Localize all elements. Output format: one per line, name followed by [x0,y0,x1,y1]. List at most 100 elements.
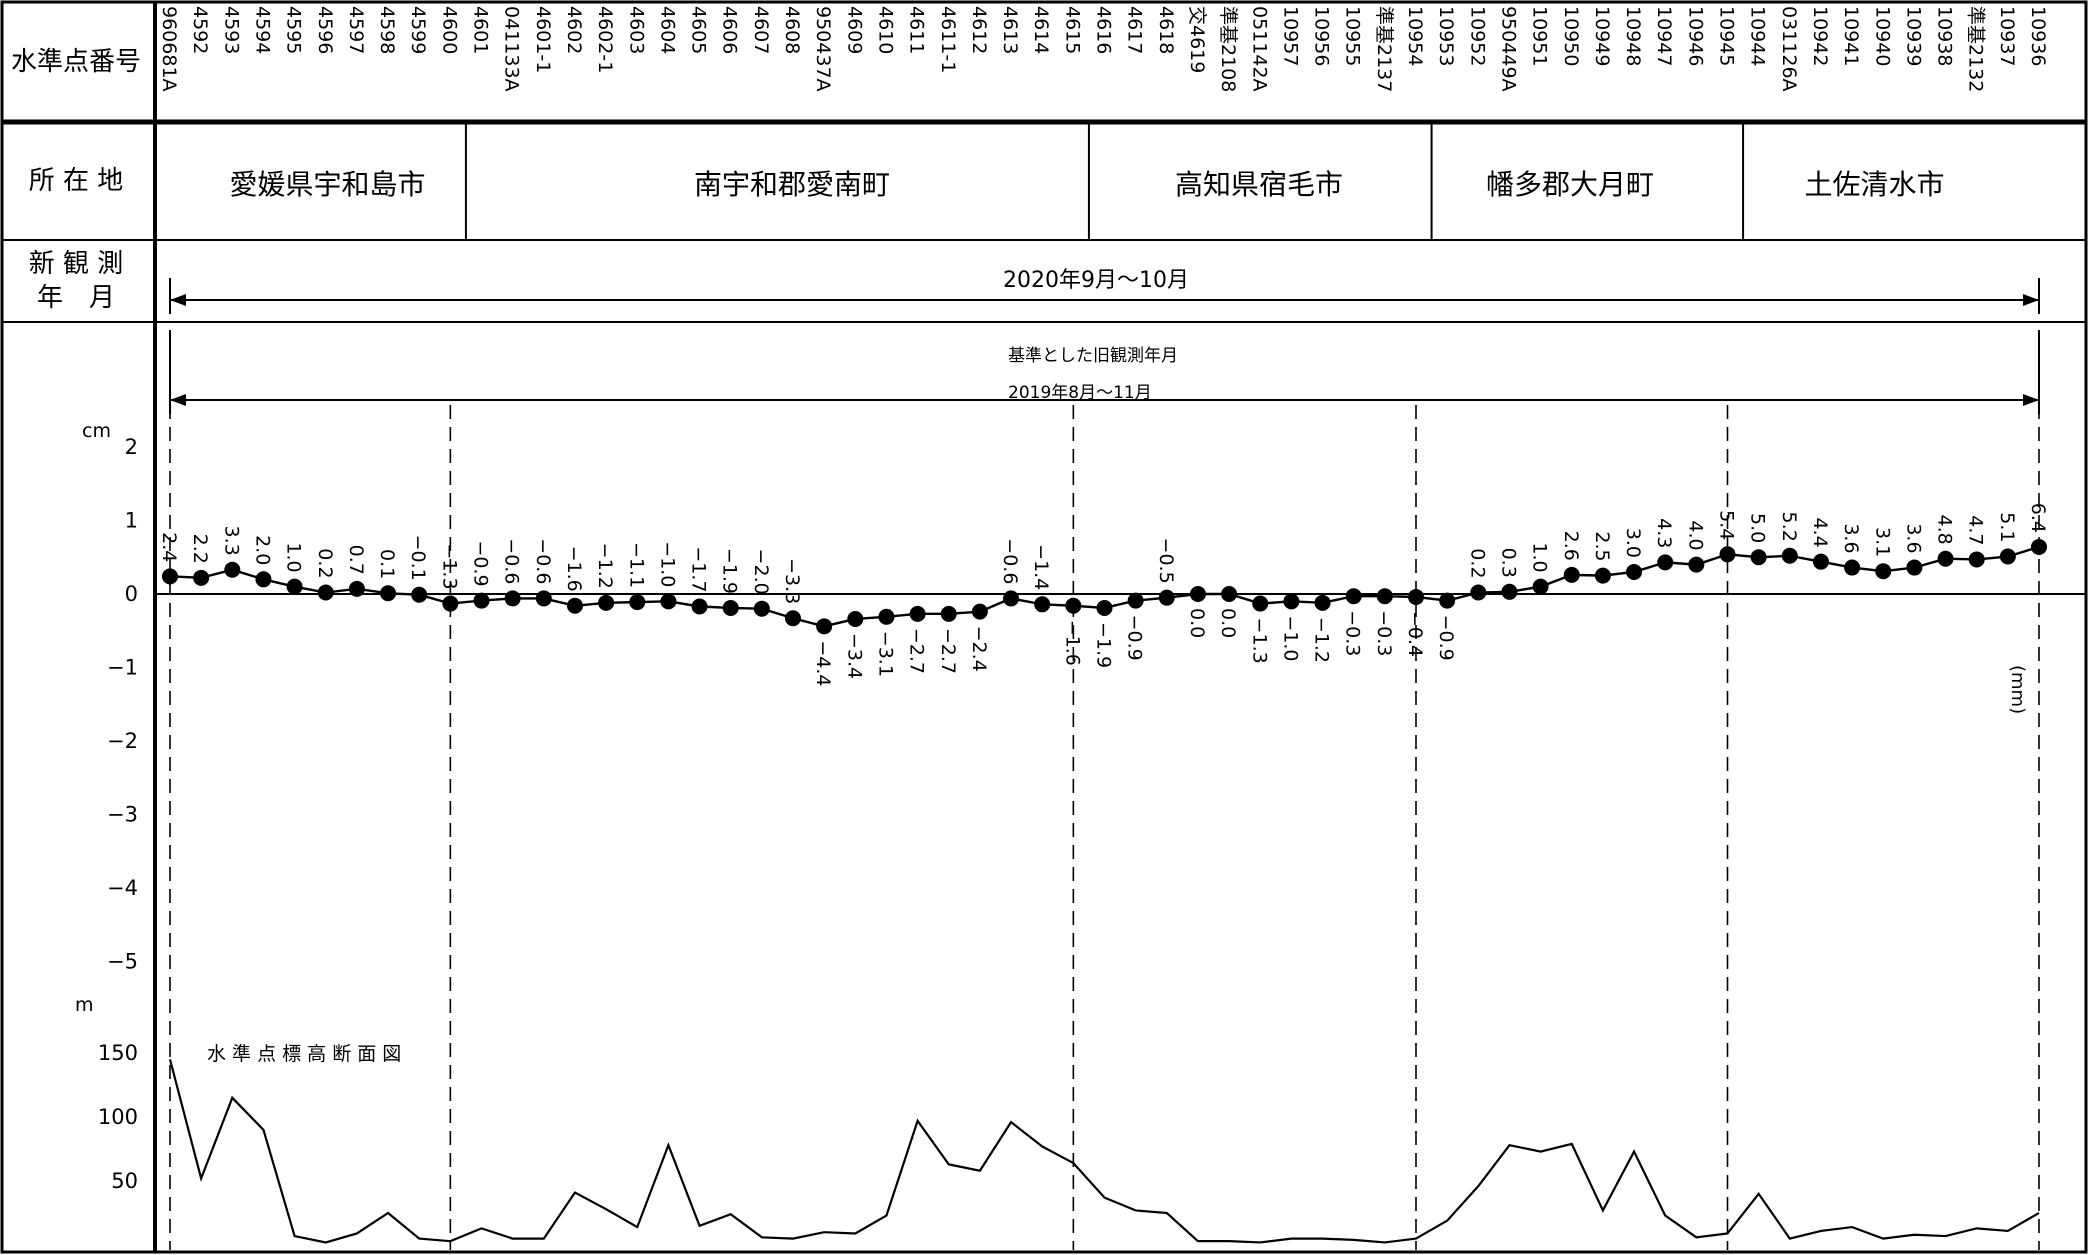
displacement-point [598,594,615,611]
displacement-point [1875,563,1892,580]
station-label: 10953 [1435,6,1457,66]
value-label: −1.6 [563,546,585,592]
region-uwajima: 愛媛県宇和島市 [229,168,426,201]
elevation-line [168,1059,2040,1244]
station-label: 10944 [1747,6,1769,66]
displacement-point [785,610,801,627]
value-label: −1.0 [656,541,678,587]
displacement-point [629,594,646,611]
y-tick-label: 0 [125,582,138,606]
value-label: −1.9 [1093,622,1115,668]
elevation-tick-label: 100 [98,1105,138,1129]
region-ainan: 南宇和郡愛南町 [693,168,890,201]
station-label: 4600 [438,6,460,54]
station-label: 10950 [1560,6,1582,66]
displacement-point [1719,546,1736,563]
value-label: 5.0 [1747,513,1769,543]
value-label: −0.3 [1373,610,1395,656]
displacement-point [162,568,178,585]
value-label: 2.6 [1560,531,1582,561]
y-tick-label: 2 [125,435,138,459]
station-label: 4604 [656,6,678,54]
value-label: −0.9 [470,540,492,586]
value-label: −1.3 [438,543,460,589]
value-label: 1.0 [283,542,305,572]
displacement-point [1937,550,1954,567]
displacement-point [348,580,365,597]
station-label: 10938 [1934,6,1956,66]
old-observation-period: 2019年8月～11月 [1008,383,1152,403]
old-period-arrow-head-right [2023,394,2039,406]
station-label: 10948 [1622,6,1644,66]
value-label: −1.3 [1248,618,1270,664]
station-label: 10940 [1871,6,1893,66]
value-label: −2.0 [750,549,772,595]
displacement-point [1345,588,1362,605]
unit-cm-label: cm [82,420,111,442]
displacement-point [1999,548,2016,565]
station-label: 10956 [1311,6,1333,66]
value-label: 3.6 [1902,523,1924,553]
station-label: 準基2137 [1373,6,1395,92]
displacement-point [1158,589,1175,606]
station-label: 10949 [1591,6,1613,66]
elevation-profile [168,1059,2040,1244]
region-otsuki: 幡多郡大月町 [1485,168,1654,201]
value-label: 3.3 [220,526,242,556]
displacement-point [1688,556,1705,573]
displacement-point [1408,588,1424,605]
station-label: 10937 [1996,6,2018,66]
displacement-point [1439,592,1456,609]
displacement-point [535,590,552,607]
value-label: 3.1 [1871,527,1893,557]
region-dividers [464,122,1745,240]
station-label: 4597 [345,6,367,54]
value-label: −0.6 [501,538,523,584]
station-label: 準基2132 [1965,6,1987,92]
station-label: 4607 [750,6,772,54]
value-label: 4.4 [1809,517,1831,547]
displacement-point [1532,578,1549,595]
value-label: 6.4 [2027,503,2049,533]
elevation-profile-title: 水 準 点 標 高 断 面 図 [207,1043,402,1065]
displacement-point [691,598,708,615]
unit-mm-label: (mm) [2007,665,2028,715]
displacement-point [1968,551,1985,568]
displacement-point [442,595,459,612]
value-label: 0.2 [314,548,336,578]
displacement-point [255,571,272,588]
value-label: −0.6 [532,538,554,584]
value-label: 0.7 [345,545,367,575]
station-label: 051142A [1248,6,1270,92]
displacement-point [1189,586,1206,602]
displacement-point [380,585,397,602]
station-label: 4598 [376,6,398,54]
station-label: 4617 [1124,6,1146,54]
station-label: 4613 [999,6,1021,54]
displacement-point [317,584,334,601]
y-tick-label: −1 [107,656,138,680]
value-label: −1.7 [688,546,710,592]
station-label: 10946 [1684,6,1706,66]
displacement-point [473,592,490,609]
station-label: 4603 [625,6,647,54]
value-label: −1.4 [1030,544,1052,590]
displacement-point [1376,588,1393,605]
displacement-point [224,561,241,578]
station-label: 4612 [968,6,990,54]
displacement-point [1812,553,1829,570]
station-label: 4602-1 [594,6,616,73]
station-label: 10952 [1466,6,1488,66]
old-period-arrow-head-left [170,394,186,406]
value-label: −1.2 [594,543,616,589]
value-label: −0.1 [407,535,429,581]
region-sukumo: 高知県宿毛市 [1174,168,1343,201]
displacement-point [566,597,583,614]
displacement-point [1003,590,1020,607]
station-label: 4602 [563,6,585,54]
station-label: 4593 [220,6,242,54]
displacement-point [1096,599,1113,616]
value-label: 0.0 [1186,608,1208,638]
value-label: −3.1 [874,631,896,677]
station-label: 10936 [2027,6,2049,66]
